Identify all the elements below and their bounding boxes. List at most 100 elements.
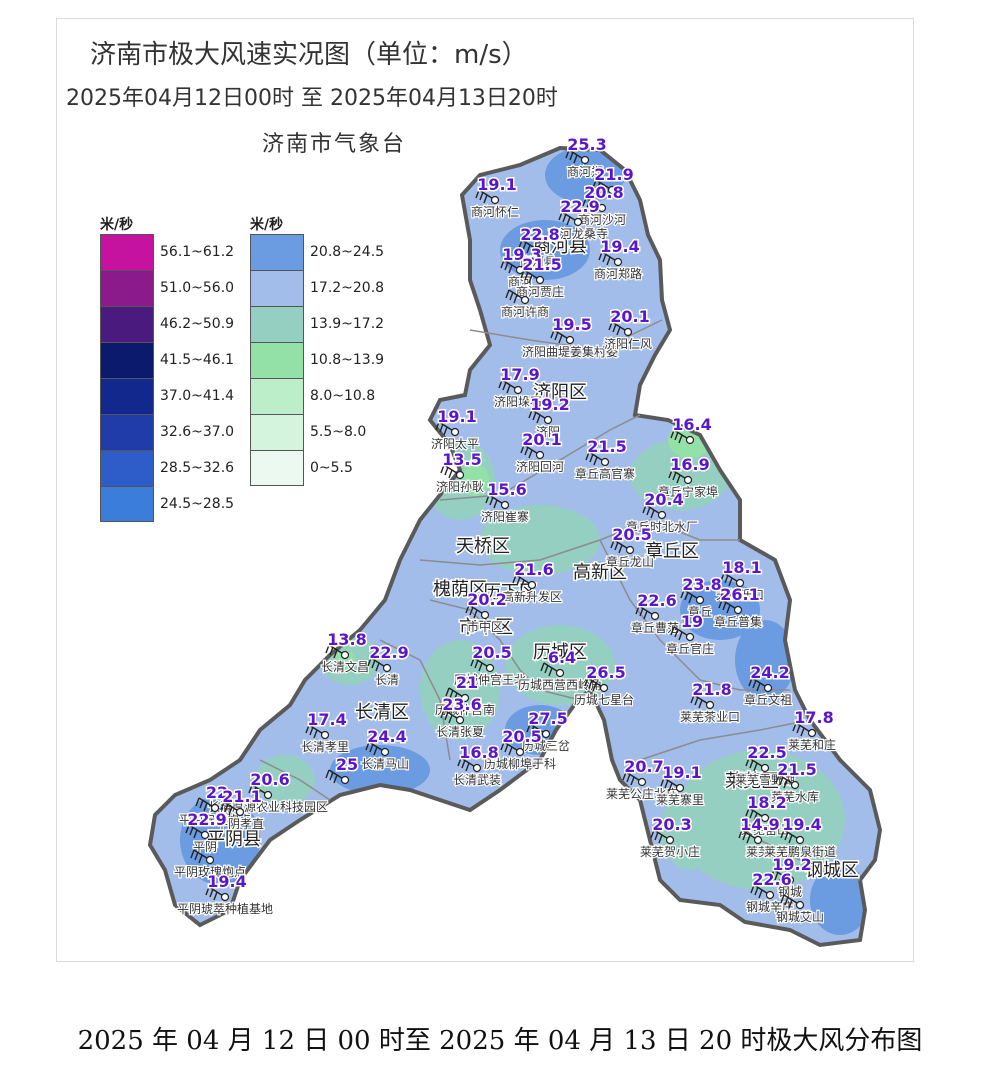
- map-source: 济南市气象台: [262, 132, 407, 157]
- station-marker: [520, 295, 530, 305]
- station-wind-value: 17.8: [794, 708, 833, 727]
- legend-label: 13.9~17.2: [310, 316, 385, 332]
- station: 22.9 平阴: [185, 809, 228, 855]
- station-name: 长清马山: [361, 757, 409, 771]
- station: 18.2 莱芜苗山: [740, 792, 790, 839]
- wind-barb-icon: [528, 409, 549, 424]
- station-wind-value: 21.5: [587, 437, 626, 456]
- map-canvas: 济阳区天桥区槐荫区历下区市中区高新区章丘区历城区长清区平阴县莱芜区钢城区商河县 …: [147, 134, 883, 948]
- legend-item: 41.5~46.1: [100, 342, 234, 378]
- wind-barb-icon: [558, 211, 579, 226]
- station-marker: [685, 435, 695, 445]
- legend-label: 17.2~20.8: [310, 280, 385, 296]
- station-marker: [340, 775, 350, 785]
- legend-item: 32.6~37.0: [100, 414, 234, 450]
- legend-unit-left: 米/秒: [100, 217, 134, 233]
- station: 22.9 长清: [367, 642, 410, 688]
- station-marker: [533, 245, 543, 255]
- station-name: 济阳回河: [516, 459, 564, 474]
- map-title: 济南市极大风速实况图（单位：m/s）: [90, 40, 528, 70]
- district-label: 商河县: [533, 236, 587, 257]
- legend-swatch: [250, 234, 304, 270]
- station-wind-value: 14.9: [740, 815, 779, 834]
- district-label: 长清区: [355, 702, 409, 723]
- station-marker: [650, 611, 660, 621]
- legend-swatch: [100, 486, 154, 522]
- station-marker: [597, 203, 607, 213]
- station-marker: [513, 385, 523, 395]
- station: 21.5 商河贾庄: [515, 254, 565, 301]
- station-marker: [480, 610, 490, 620]
- station-name: 莱芜寨里: [656, 792, 704, 807]
- wind-barb-icon: [584, 677, 605, 692]
- station-marker: [515, 747, 525, 757]
- wind-barb-icon: [367, 657, 388, 672]
- station-name: 历城七星台: [574, 692, 634, 707]
- station-name: 章丘曹范: [631, 620, 679, 635]
- station-wind-value: 20.5: [472, 643, 511, 662]
- station-marker: [607, 185, 617, 195]
- station-name: 平阴: [193, 840, 217, 854]
- station-wind-value: 24.2: [750, 663, 789, 682]
- legend-item: 8.0~10.8: [250, 378, 384, 414]
- wind-barb-icon: [745, 807, 766, 822]
- legend-label: 10.8~13.9: [310, 352, 385, 368]
- station-name: 历城仲宫王北: [454, 672, 526, 687]
- station-name: 莱芜水库: [771, 789, 819, 804]
- station: 22.6 章丘曹范: [630, 590, 680, 637]
- wind-barb-icon: [500, 259, 521, 274]
- wind-barb-icon: [195, 797, 216, 812]
- legend-swatch: [100, 270, 154, 306]
- station-wind-value: 16.4: [672, 415, 711, 434]
- station-name: 章丘普集: [714, 614, 762, 629]
- station: 23.6 长清张夏: [435, 694, 485, 741]
- station-marker: [795, 835, 805, 845]
- station-wind-value: 21.5: [522, 255, 561, 274]
- station-name: 长清文昌: [321, 659, 369, 674]
- wind-barb-icon: [670, 626, 691, 641]
- station-wind-value: 19.3: [502, 245, 541, 264]
- legend-swatch: [100, 378, 154, 414]
- wind-barb-icon: [325, 644, 346, 659]
- station-name: 平阴孝直: [216, 817, 264, 831]
- legend-item: 17.2~20.8: [250, 270, 384, 306]
- wind-barb-icon: [775, 774, 796, 789]
- station: 19.4 莱芜鹏泉街道: [763, 814, 837, 861]
- wind-barb-icon: [720, 572, 741, 587]
- district-label: 槐荫区: [433, 579, 487, 600]
- station: 13.8 长清文昌: [320, 629, 370, 676]
- station-name: 商河郑路: [594, 266, 642, 281]
- legend-swatch: [100, 450, 154, 486]
- wind-barb-icon: [440, 709, 461, 724]
- station: 22.9 商河龙桑寺: [547, 196, 609, 243]
- station: 17.9 济阳垛石: [493, 364, 543, 411]
- legend-label: 28.5~32.6: [160, 460, 235, 476]
- station-marker: [555, 668, 565, 678]
- wind-barb-icon: [526, 723, 547, 738]
- station-marker: [210, 803, 220, 813]
- station-wind-value: 20.7: [624, 757, 663, 776]
- station-name: 莱芜鹏泉街道: [764, 845, 836, 859]
- station: 23.8 章丘: [680, 574, 723, 620]
- wind-barb-icon: [325, 769, 346, 784]
- wind-barb-icon: [622, 771, 643, 786]
- district-label: 历城区: [533, 642, 587, 663]
- district-label: 章丘区: [645, 541, 699, 562]
- station: 25.3 商河郑: [565, 134, 608, 180]
- station-marker: [580, 155, 590, 165]
- station: 13.5 济阳孙耿: [435, 449, 485, 496]
- station-wind-value: 20.8: [584, 183, 623, 202]
- station: 平阴玫瑰炮点: [173, 849, 247, 880]
- wind-barb-icon: [435, 421, 456, 436]
- station-name: 莱芜苗山: [741, 823, 789, 837]
- station-marker: [340, 650, 350, 660]
- station: 19.2钢城: [770, 854, 813, 900]
- wind-barb-icon: [670, 429, 691, 444]
- station-name: 商河怀仁: [471, 204, 519, 219]
- map-period: 2025年04月12日00时 至 2025年04月13日20时: [66, 86, 558, 111]
- legend-swatch: [100, 306, 154, 342]
- wind-barb-icon: [518, 239, 539, 254]
- station-marker: [695, 595, 705, 605]
- station-wind-value: 19.4: [207, 872, 246, 891]
